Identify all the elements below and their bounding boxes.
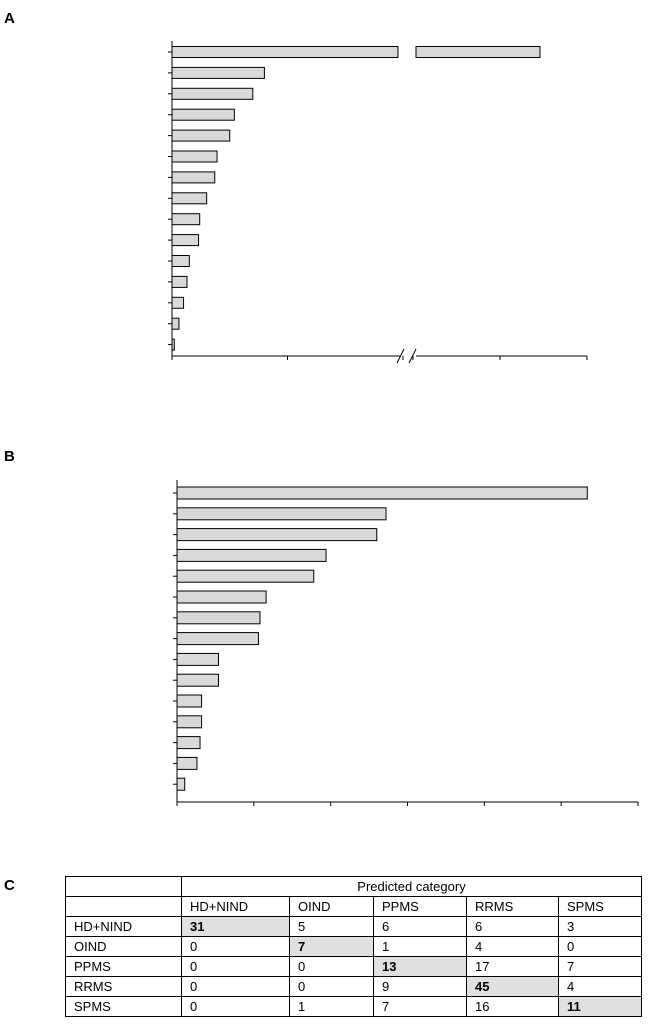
table-cell: 7: [373, 996, 467, 1017]
chart-a-bar-continued: [415, 46, 541, 58]
chart-a-bar: [171, 275, 188, 288]
table-cell: 4: [558, 976, 642, 997]
table-cell: 0: [289, 956, 374, 977]
table-header-row: Predicted category: [65, 876, 642, 897]
chart-a-bar: [171, 87, 254, 100]
table-cell: 5: [289, 916, 374, 937]
chart-a-inflammation-model: [168, 41, 588, 364]
chart-a-bar: [171, 255, 190, 267]
table-diagonal-cell: 31: [181, 916, 290, 937]
chart-a-bar: [171, 46, 399, 58]
chart-b-bar: [176, 736, 201, 750]
chart-a-bar: [171, 192, 208, 205]
table-cell: 4: [466, 936, 559, 957]
panel-label-c: C: [4, 877, 15, 894]
table-cell: 0: [558, 936, 642, 957]
chart-b-bar: [176, 715, 203, 729]
panel-label-b: B: [4, 448, 15, 465]
table-diagonal-cell: 13: [373, 956, 467, 977]
table-diagonal-cell: 7: [289, 936, 374, 957]
table-cell: 0: [289, 976, 374, 997]
chart-a-axis-break-mark: [396, 348, 405, 364]
table-row-label: SPMS: [65, 996, 182, 1017]
table-column-header: RRMS: [466, 896, 559, 917]
table-diagonal-cell: 11: [558, 996, 642, 1017]
table-row-label: OIND: [65, 936, 182, 957]
table-cell: 7: [558, 956, 642, 977]
chart-b-bar: [176, 694, 203, 708]
table-cell: 3: [558, 916, 642, 937]
table-cell: 6: [373, 916, 467, 937]
chart-b-bar: [176, 590, 267, 604]
chart-a-bar: [171, 317, 180, 330]
chart-a-bar: [171, 171, 216, 184]
chart-b-bar: [176, 486, 588, 500]
chart-a-bar: [171, 129, 231, 142]
table-row: HD+NIND 31 5 6 6 3: [65, 916, 642, 937]
chart-a-bar: [171, 234, 200, 247]
table-corner-cell: [65, 876, 182, 897]
chart-b-bar: [176, 548, 327, 562]
chart-b-bar: [176, 632, 259, 646]
table-cell: 17: [466, 956, 559, 977]
chart-b-bar: [176, 673, 219, 687]
chart-b-bar: [176, 777, 186, 791]
chart-b-bar: [176, 611, 261, 625]
chart-b-bar: [176, 652, 219, 666]
table-cell: 0: [181, 996, 290, 1017]
table-row-label: PPMS: [65, 956, 182, 977]
chart-a-bar: [171, 296, 185, 309]
chart-a-bar: [171, 213, 201, 226]
chart-b-bar: [176, 569, 315, 583]
table-column-header: OIND: [289, 896, 374, 917]
chart-a-bar: [171, 108, 235, 121]
table-cell: 0: [181, 936, 290, 957]
table-cell: 16: [466, 996, 559, 1017]
table-cell: 6: [466, 916, 559, 937]
table-title-cell: Predicted category: [181, 876, 642, 897]
table-cell: 0: [181, 976, 290, 997]
table-cell: 9: [373, 976, 467, 997]
chart-a-bar: [171, 150, 218, 163]
table-column-header: PPMS: [373, 896, 467, 917]
table-cell: 1: [373, 936, 467, 957]
panel-label-a: A: [4, 10, 15, 27]
table-row: RRMS 0 0 9 45 4: [65, 976, 642, 997]
chart-b-group-discriminator: [173, 480, 639, 806]
chart-b-bar: [176, 756, 198, 770]
table-column-header: HD+NIND: [181, 896, 290, 917]
chart-a-bar: [171, 338, 175, 351]
table-row: OIND 0 7 1 4 0: [65, 936, 642, 957]
confusion-matrix-table: Predicted category HD+NIND OIND PPMS RRMS SPM…: [65, 876, 642, 1017]
table-header-row: HD+NIND OIND PPMS RRMS SPMS: [65, 896, 642, 917]
table-row: SPMS 0 1 7 16 11: [65, 996, 642, 1017]
chart-b-bar: [176, 528, 378, 542]
table-corner-cell: [65, 896, 182, 917]
table-row: PPMS 0 0 13 17 7: [65, 956, 642, 977]
table-cell: 1: [289, 996, 374, 1017]
table-row-label: RRMS: [65, 976, 182, 997]
table-row-label: HD+NIND: [65, 916, 182, 937]
chart-a-bar: [171, 66, 265, 79]
table-column-header: SPMS: [558, 896, 642, 917]
table-cell: 0: [181, 956, 290, 977]
table-diagonal-cell: 45: [466, 976, 559, 997]
chart-b-bar: [176, 507, 387, 521]
